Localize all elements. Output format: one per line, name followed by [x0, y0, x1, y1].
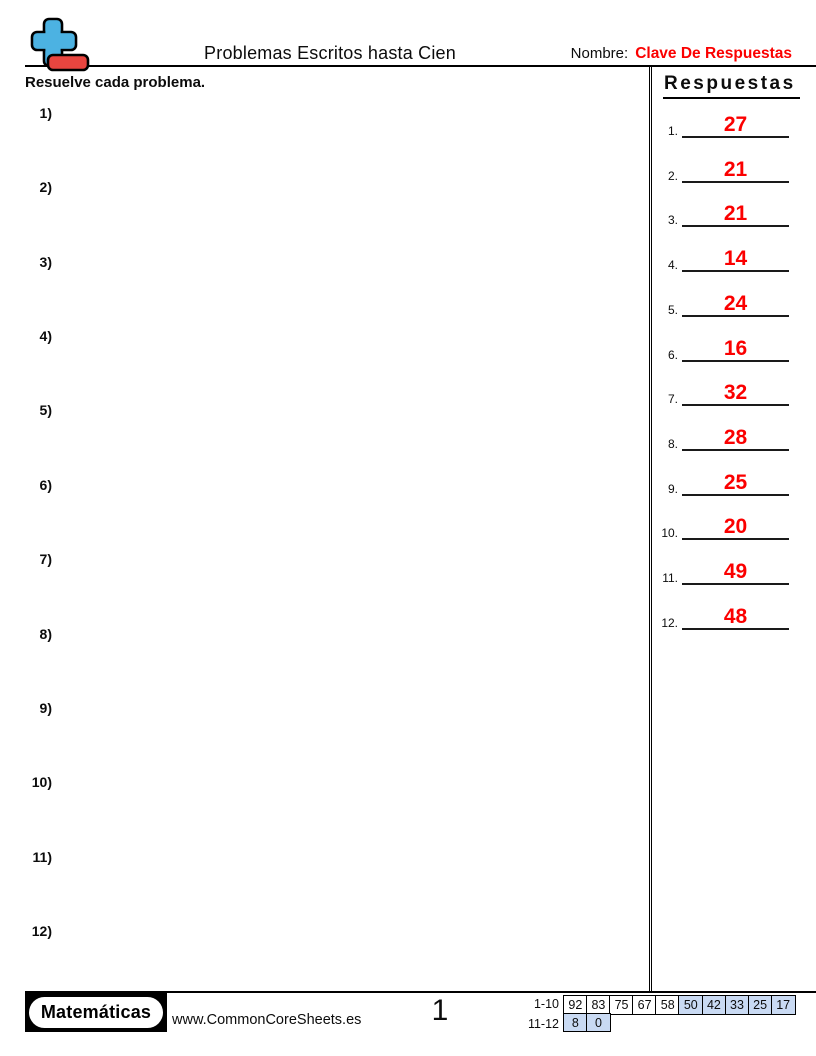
score-table-row: 92 83 75 67 58 50 42 33 25 17: [563, 995, 796, 1015]
answer-item: 2. 21: [654, 153, 789, 183]
plus-minus-icon: [30, 17, 90, 72]
answer-item: 4. 14: [654, 242, 789, 273]
answer-blank-line: 20: [682, 515, 789, 541]
website-text: www.CommonCoreSheets.es: [172, 1012, 362, 1028]
brand-badge: Matemáticas: [25, 992, 167, 1032]
answer-blank-line: 32: [682, 381, 789, 407]
answer-item: 7. 32: [654, 376, 789, 407]
score-cell: 8: [563, 1012, 588, 1033]
answer-value: 21: [723, 202, 748, 226]
problem-number: 11): [32, 848, 52, 865]
answer-number: 7.: [667, 392, 678, 407]
score-cell: 25: [747, 995, 773, 1015]
answers-heading: Respuestas: [663, 73, 800, 99]
footer-rule: [25, 991, 816, 993]
problem-number: 9): [39, 699, 52, 716]
score-cell: 83: [586, 995, 611, 1015]
score-cell: 50: [678, 995, 704, 1015]
answer-number: 11.: [662, 571, 678, 585]
problem-number: 1): [39, 105, 52, 121]
score-cell: 17: [770, 995, 796, 1015]
answer-value: 24: [723, 291, 748, 315]
answer-number: 6.: [667, 347, 678, 362]
answer-value: 20: [723, 515, 748, 539]
name-block: Nombre: Clave De Respuestas: [571, 45, 792, 63]
problem-number: 12): [31, 922, 52, 939]
score-cell: 33: [724, 995, 750, 1015]
problem-number: 4): [39, 328, 52, 345]
answer-value: 32: [723, 381, 748, 405]
instruction-text: Resuelve cada problema.: [25, 74, 206, 91]
brand-label: Matemáticas: [29, 996, 163, 1028]
answer-blank-line: 25: [682, 471, 789, 496]
answer-number: 1.: [667, 124, 678, 138]
problem-number: 3): [39, 253, 52, 270]
answer-number: 8.: [667, 436, 678, 451]
answer-number: 4.: [667, 258, 678, 273]
answer-item: 11. 49: [654, 555, 789, 585]
problem-number: 7): [39, 551, 52, 568]
answer-blank-line: 14: [682, 247, 789, 273]
score-range-label: 11-12: [527, 1016, 559, 1031]
answer-number: 10.: [661, 526, 678, 541]
answer-blank-line: 48: [682, 605, 789, 630]
score-cell: 58: [655, 995, 681, 1015]
page-number: 1: [431, 994, 449, 1027]
answer-number: 2.: [667, 168, 678, 183]
header-rule: [25, 65, 816, 67]
score-cell: 67: [632, 995, 657, 1015]
problem-number: 6): [39, 476, 52, 493]
score-cell: 75: [609, 995, 634, 1015]
answer-value: 49: [723, 560, 748, 583]
answer-blank-line: 24: [682, 292, 789, 317]
score-cell: 42: [701, 995, 727, 1015]
answer-number: 5.: [667, 302, 678, 317]
column-separator: [649, 67, 652, 992]
answer-blank-line: 21: [682, 158, 789, 183]
page-title: Problemas Escritos hasta Cien: [204, 43, 456, 63]
answer-blank-line: 27: [682, 113, 789, 138]
answer-item: 1. 27: [654, 108, 789, 138]
score-cell: 0: [586, 1012, 611, 1033]
score-cell: 92: [563, 995, 588, 1015]
answer-item: 8. 28: [654, 421, 789, 451]
answer-number: 12.: [661, 615, 678, 630]
answer-value: 21: [723, 157, 748, 181]
answer-value: 14: [723, 247, 748, 271]
score-range-label: 1-10: [533, 997, 559, 1011]
problem-number: 5): [39, 402, 52, 419]
answer-value: 25: [723, 470, 748, 494]
answer-item: 12. 48: [654, 600, 789, 630]
answer-item: 5. 24: [654, 287, 789, 317]
answer-number: 9.: [667, 481, 678, 496]
answer-number: 3.: [667, 213, 678, 228]
answer-value: 28: [723, 425, 748, 449]
answer-blank-line: 49: [682, 560, 789, 585]
problem-number: 2): [39, 179, 52, 196]
answer-key-label: Clave De Respuestas: [635, 45, 792, 62]
answer-blank-line: 28: [682, 426, 789, 451]
problem-number: 10): [31, 774, 52, 791]
answer-blank-line: 21: [682, 202, 789, 228]
answer-item: 6. 16: [654, 332, 789, 362]
answer-value: 27: [723, 113, 748, 136]
answer-value: 16: [723, 336, 748, 360]
problem-number: 8): [39, 625, 52, 642]
answer-blank-line: 16: [682, 337, 789, 362]
answer-item: 9. 25: [654, 466, 789, 496]
name-label: Nombre:: [570, 45, 629, 62]
answer-item: 10. 20: [654, 510, 789, 541]
answer-value: 48: [723, 604, 748, 628]
answer-item: 3. 21: [654, 197, 789, 228]
